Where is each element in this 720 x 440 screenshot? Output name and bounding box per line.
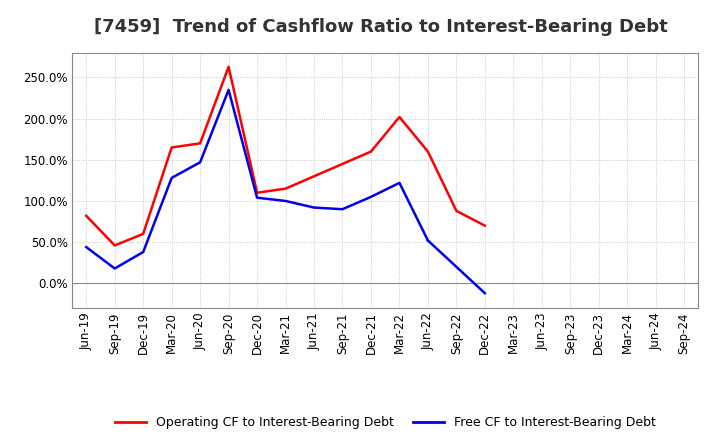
Legend: Operating CF to Interest-Bearing Debt, Free CF to Interest-Bearing Debt: Operating CF to Interest-Bearing Debt, F… [109,411,661,434]
Text: [7459]  Trend of Cashflow Ratio to Interest-Bearing Debt: [7459] Trend of Cashflow Ratio to Intere… [94,18,667,36]
